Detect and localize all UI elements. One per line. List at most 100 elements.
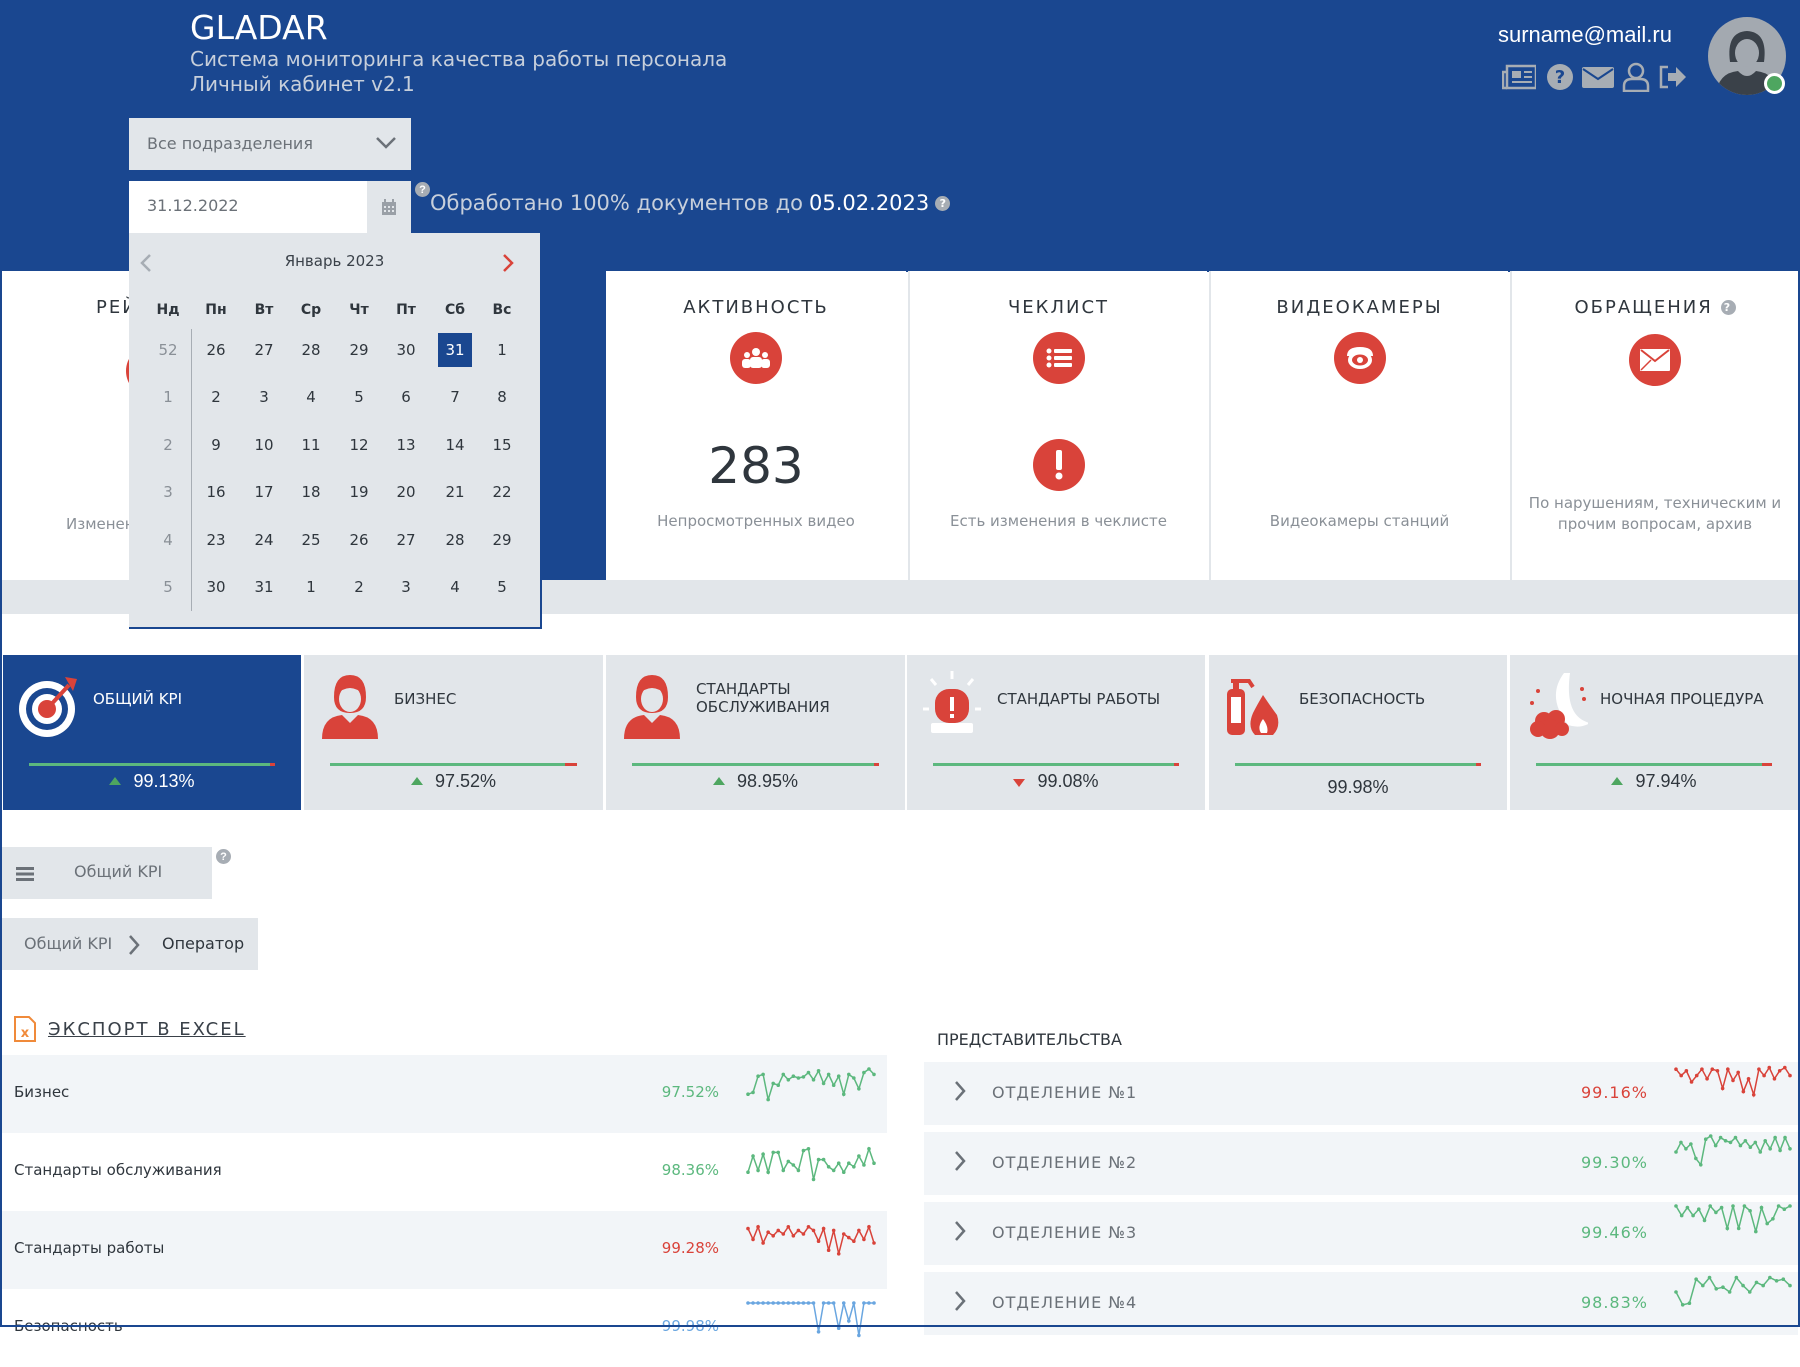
branch-row[interactable]: ОТДЕЛЕНИЕ №3 99.46% bbox=[924, 1202, 1798, 1265]
branch-name: ОТДЕЛЕНИЕ №4 bbox=[992, 1293, 1138, 1312]
calendar-day[interactable]: 16 bbox=[206, 483, 226, 502]
calendar-day[interactable]: 28 bbox=[445, 530, 465, 549]
calendar-day[interactable]: 26 bbox=[349, 530, 369, 549]
branch-row[interactable]: ОТДЕЛЕНИЕ №4 98.83% bbox=[924, 1272, 1798, 1335]
calendar-day[interactable]: 30 bbox=[396, 341, 416, 359]
kpi-tile[interactable]: БИЗНЕС 97.52% bbox=[304, 655, 603, 810]
help-icon[interactable]: ? bbox=[1543, 62, 1577, 92]
calendar-day[interactable]: 22 bbox=[492, 483, 512, 502]
calendar-day[interactable]: 6 bbox=[401, 388, 411, 407]
trend-up-icon bbox=[109, 777, 122, 785]
card-appeals[interactable]: ОБРАЩЕНИЯ ? По нарушениям, техническим и… bbox=[1510, 271, 1798, 580]
calendar-day[interactable]: 23 bbox=[206, 530, 226, 549]
chevron-right-icon[interactable] bbox=[954, 1290, 966, 1312]
calendar-day[interactable]: 31 bbox=[254, 578, 274, 596]
calendar-day[interactable]: 14 bbox=[445, 435, 465, 454]
kpi-tile[interactable]: СТАНДАРТЫ РАБОТЫ 99.08% bbox=[907, 655, 1205, 810]
chevron-right-icon[interactable] bbox=[954, 1080, 966, 1102]
kpi-menu[interactable]: Общий KPI bbox=[2, 847, 212, 899]
date-help-icon[interactable]: ? bbox=[415, 182, 430, 197]
sparkline-line bbox=[747, 1068, 875, 1100]
kpi-row-value: 97.52% bbox=[661, 1083, 719, 1101]
sparkline-point bbox=[796, 1076, 801, 1080]
calendar-day[interactable]: 1 bbox=[497, 341, 507, 359]
hamburger-icon[interactable] bbox=[16, 867, 34, 881]
kpi-help-icon[interactable]: ? bbox=[216, 849, 231, 864]
calendar-day[interactable]: 4 bbox=[306, 388, 316, 407]
trend-up-icon bbox=[1611, 777, 1624, 785]
chevron-right-icon[interactable] bbox=[954, 1150, 966, 1172]
kpi-tile[interactable]: БЕЗОПАСНОСТЬ 99.98% bbox=[1209, 655, 1507, 810]
avatar[interactable] bbox=[1708, 17, 1786, 95]
card-activity[interactable]: АКТИВНОСТЬ 283 Непросмотренных видео bbox=[606, 271, 906, 580]
calendar-day[interactable]: 10 bbox=[254, 435, 274, 454]
sparkline-point bbox=[1702, 1218, 1707, 1223]
logout-icon[interactable] bbox=[1656, 62, 1690, 92]
calendar-day[interactable]: 4 bbox=[450, 578, 460, 596]
calendar-button[interactable] bbox=[367, 181, 411, 233]
calendar-day[interactable]: 27 bbox=[396, 530, 416, 549]
calendar-day[interactable]: 17 bbox=[254, 483, 274, 502]
calendar-day[interactable]: 15 bbox=[492, 435, 512, 454]
prev-month-icon[interactable] bbox=[139, 253, 153, 273]
kpi-table-row[interactable]: Бизнес 97.52% bbox=[2, 1055, 887, 1133]
branch-row[interactable]: ОТДЕЛЕНИЕ №1 99.16% bbox=[924, 1062, 1798, 1125]
sparkline-point bbox=[776, 1228, 781, 1233]
calendar-day[interactable]: 29 bbox=[492, 530, 512, 549]
calendar-day[interactable]: 5 bbox=[354, 388, 364, 407]
news-icon[interactable] bbox=[1502, 62, 1536, 92]
user-icon[interactable] bbox=[1619, 62, 1653, 92]
calendar-day[interactable]: 3 bbox=[401, 578, 411, 596]
calendar-day[interactable]: 2 bbox=[211, 388, 221, 407]
kpi-table-row[interactable]: Стандарты работы 99.28% bbox=[2, 1211, 887, 1289]
export-excel-link[interactable]: x ЭКСПОРТ В EXCEL bbox=[14, 1016, 246, 1042]
department-select[interactable]: Все подразделения bbox=[129, 118, 411, 170]
calendar-day[interactable]: 2 bbox=[354, 578, 364, 596]
calendar-day[interactable]: 1 bbox=[306, 578, 316, 596]
calendar-day[interactable]: 5 bbox=[497, 578, 507, 596]
calendar-day[interactable]: 30 bbox=[206, 578, 226, 596]
user-email[interactable]: surname@mail.ru bbox=[1498, 22, 1672, 47]
calendar-day[interactable]: 20 bbox=[396, 483, 416, 502]
sparkline-point bbox=[801, 1075, 806, 1079]
calendar-day[interactable]: 7 bbox=[450, 388, 460, 407]
sparkline-point bbox=[857, 1333, 861, 1338]
breadcrumb-item-kpi[interactable]: Общий KPI bbox=[24, 934, 113, 953]
sparkline-point bbox=[862, 1070, 866, 1075]
calendar-day[interactable]: 28 bbox=[301, 341, 321, 359]
sparkline-point bbox=[816, 1157, 821, 1162]
calendar-day[interactable]: 13 bbox=[396, 435, 416, 454]
calendar-day-selected[interactable]: 31 bbox=[438, 333, 472, 367]
kpi-tile[interactable]: ОБЩИЙ KPI 99.13% bbox=[3, 655, 301, 810]
kpi-table-row[interactable]: Стандарты обслуживания 98.36% bbox=[2, 1133, 887, 1211]
sparkline-point bbox=[831, 1168, 836, 1173]
calendar-day[interactable]: 3 bbox=[259, 388, 269, 407]
date-input[interactable]: 31.12.2022 bbox=[129, 181, 367, 233]
calendar-day[interactable]: 27 bbox=[254, 341, 274, 359]
branch-row[interactable]: ОТДЕЛЕНИЕ №2 99.30% bbox=[924, 1132, 1798, 1195]
sparkline-point bbox=[806, 1070, 811, 1075]
card-checklist[interactable]: ЧЕКЛИСТ Есть изменения в чеклисте bbox=[908, 271, 1207, 580]
appeals-help-icon[interactable]: ? bbox=[1720, 300, 1736, 315]
calendar-day[interactable]: 21 bbox=[445, 483, 465, 502]
breadcrumb: Общий KPI Оператор bbox=[2, 918, 258, 970]
calendar-day[interactable]: 19 bbox=[349, 483, 369, 502]
calendar-day[interactable]: 12 bbox=[349, 435, 369, 454]
calendar-day[interactable]: 11 bbox=[301, 435, 321, 454]
chevron-right-icon[interactable] bbox=[954, 1220, 966, 1242]
next-month-icon[interactable] bbox=[501, 253, 515, 273]
processed-help-icon[interactable]: ? bbox=[935, 195, 951, 211]
calendar-day[interactable]: 18 bbox=[301, 483, 321, 502]
calendar-day[interactable]: 29 bbox=[349, 341, 369, 359]
mail-icon[interactable] bbox=[1581, 62, 1615, 92]
kpi-table-row[interactable]: Безопасность 99.98% bbox=[2, 1289, 887, 1367]
calendar-day[interactable]: 9 bbox=[211, 435, 221, 454]
calendar-day[interactable]: 24 bbox=[254, 530, 274, 549]
kpi-tile[interactable]: НОЧНАЯ ПРОЦЕДУРА 97.94% bbox=[1510, 655, 1798, 810]
kpi-tile[interactable]: СТАНДАРТЫ ОБСЛУЖИВАНИЯ 98.95% bbox=[606, 655, 905, 810]
calendar-day[interactable]: 25 bbox=[301, 530, 321, 549]
sparkline-point bbox=[751, 1154, 755, 1158]
calendar-day[interactable]: 8 bbox=[497, 388, 507, 407]
card-cameras[interactable]: ВИДЕОКАМЕРЫ Видеокамеры станций bbox=[1209, 271, 1508, 580]
calendar-day[interactable]: 26 bbox=[206, 341, 226, 359]
